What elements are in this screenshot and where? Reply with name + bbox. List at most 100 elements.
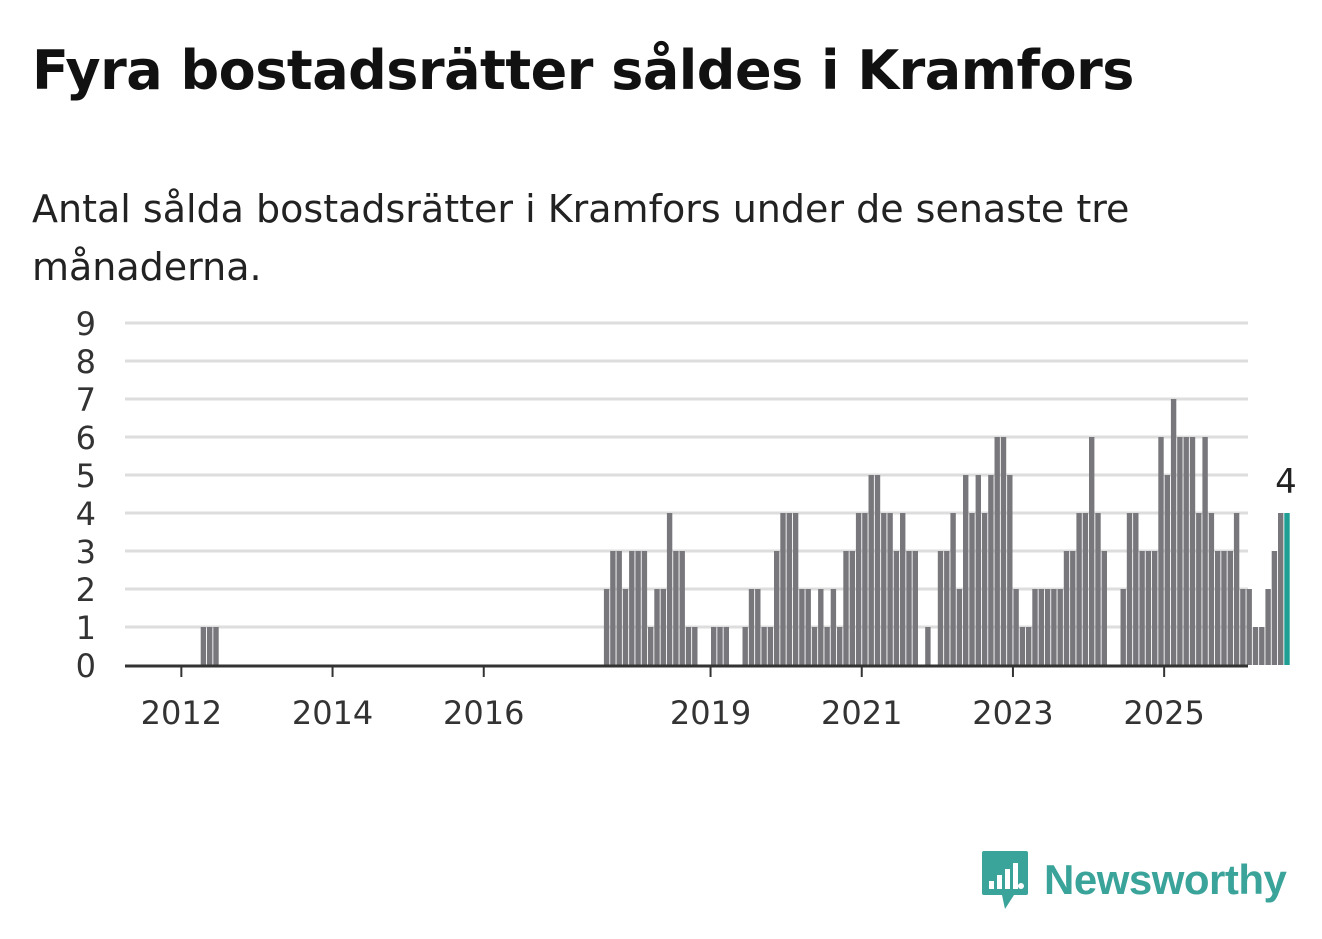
bar-highlight	[1284, 513, 1290, 665]
y-tick-label: 1	[76, 609, 96, 647]
bar	[811, 627, 818, 665]
bar	[1038, 589, 1044, 665]
chart-subtitle: Antal sålda bostadsrätter i Kramfors und…	[32, 187, 1130, 289]
bar	[862, 513, 868, 665]
bar	[1000, 437, 1007, 665]
annotations: 4	[1275, 462, 1297, 502]
bar	[1221, 551, 1227, 665]
bar	[799, 589, 805, 665]
bar	[1057, 589, 1063, 665]
bar	[1051, 589, 1057, 665]
bar	[648, 627, 654, 665]
y-tick-label: 2	[76, 571, 96, 609]
bar	[213, 627, 219, 665]
x-tick-label: 2025	[1123, 694, 1204, 732]
y-tick-label: 8	[76, 343, 96, 381]
bar	[610, 551, 616, 665]
bar	[1133, 513, 1139, 665]
bar	[1089, 437, 1095, 665]
bar	[843, 551, 849, 665]
bar	[622, 589, 629, 665]
bar	[988, 475, 994, 665]
bar	[792, 513, 799, 665]
brand-name: Newsworthy	[1044, 856, 1287, 903]
newsworthy-logo: Newsworthy	[980, 849, 1287, 911]
bar	[1189, 437, 1196, 665]
bar	[755, 589, 761, 665]
highlight-value-label: 4	[1275, 462, 1297, 502]
bar	[1007, 475, 1013, 665]
bar	[786, 513, 792, 665]
x-tick-label: 2016	[443, 694, 524, 732]
bar	[666, 513, 673, 665]
bar	[711, 627, 717, 665]
x-tick-label: 2019	[670, 694, 751, 732]
bar	[207, 627, 213, 665]
bar	[654, 589, 660, 665]
bar	[1076, 513, 1082, 665]
bar	[1278, 513, 1284, 665]
bar	[1120, 589, 1126, 665]
bar	[1271, 551, 1278, 665]
bar	[805, 589, 811, 665]
x-tick-label: 2023	[972, 694, 1053, 732]
bar	[780, 513, 786, 665]
bar	[200, 627, 207, 665]
bar	[1252, 627, 1259, 665]
bar	[868, 475, 874, 665]
bar	[761, 627, 767, 665]
y-tick-label: 9	[76, 305, 96, 343]
bar	[692, 627, 698, 665]
bar	[1070, 551, 1076, 665]
bar	[1032, 589, 1038, 665]
bar	[818, 589, 824, 665]
bar	[1177, 437, 1183, 665]
bar	[1183, 437, 1189, 665]
bar	[748, 589, 755, 665]
bar	[906, 551, 912, 665]
bar	[1063, 551, 1070, 665]
bar	[881, 513, 887, 665]
x-tick-label: 2014	[292, 694, 373, 732]
bar	[685, 627, 692, 665]
bar	[975, 475, 981, 665]
bar	[1013, 589, 1019, 665]
bar	[641, 551, 648, 665]
bar	[874, 475, 881, 665]
bar	[774, 551, 780, 665]
bar	[950, 513, 956, 665]
bar	[849, 551, 855, 665]
bar	[893, 551, 900, 665]
bar	[1170, 399, 1177, 665]
bar	[1164, 475, 1170, 665]
bar	[1044, 589, 1051, 665]
bar	[1139, 551, 1145, 665]
bar	[1246, 589, 1252, 665]
bar	[925, 627, 931, 665]
bar	[1215, 551, 1221, 665]
bar	[1227, 551, 1233, 665]
bar	[1019, 627, 1026, 665]
newsworthy-logo-icon	[982, 851, 1028, 909]
bar	[717, 627, 723, 665]
bar	[1265, 589, 1271, 665]
bar	[994, 437, 1000, 665]
bar	[742, 627, 748, 665]
x-axis: 2012 2014 2016 2019 2021 2023 2025	[125, 664, 1248, 732]
bar	[855, 513, 862, 665]
bar	[679, 551, 685, 665]
bar	[673, 551, 679, 665]
bar	[1082, 513, 1089, 665]
bar	[767, 627, 774, 665]
bar	[837, 627, 843, 665]
bar	[937, 551, 944, 665]
bar	[1026, 627, 1032, 665]
bar	[1240, 589, 1246, 665]
y-tick-label: 3	[76, 533, 96, 571]
bar	[616, 551, 622, 665]
bar	[1145, 551, 1152, 665]
bar	[1196, 513, 1202, 665]
bars	[200, 399, 1290, 665]
